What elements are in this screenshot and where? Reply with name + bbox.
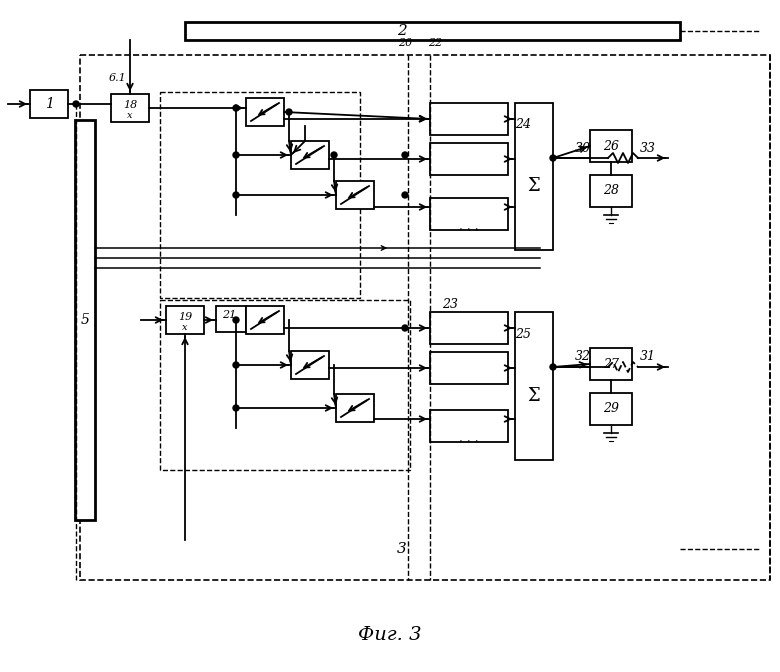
Text: 20: 20 [398, 38, 412, 48]
Bar [111, 94, 149, 122]
Text: Σ: Σ [527, 177, 541, 195]
Bar [430, 103, 508, 135]
Circle shape [286, 109, 292, 115]
Circle shape [331, 152, 337, 158]
Bar [430, 352, 508, 384]
Text: 29: 29 [603, 403, 619, 415]
Circle shape [402, 192, 408, 198]
Bar [430, 198, 508, 230]
Text: 6.1: 6.1 [109, 73, 127, 83]
Bar [336, 394, 374, 422]
Circle shape [233, 362, 239, 368]
Bar [515, 103, 553, 250]
Circle shape [402, 325, 408, 331]
Text: 27: 27 [603, 358, 619, 370]
Circle shape [233, 152, 239, 158]
Bar [430, 143, 508, 175]
Circle shape [233, 317, 239, 323]
Bar [160, 92, 360, 298]
Bar [185, 22, 680, 40]
Bar [515, 312, 553, 460]
Bar [80, 55, 770, 580]
Text: 3: 3 [397, 542, 407, 556]
Text: 30: 30 [575, 142, 591, 155]
Bar [246, 306, 284, 334]
Text: 19: 19 [178, 312, 192, 322]
Bar [75, 120, 95, 520]
Text: 32: 32 [575, 351, 591, 364]
Text: 23: 23 [442, 298, 458, 312]
Bar [590, 348, 632, 380]
Circle shape [550, 155, 556, 161]
Text: 31: 31 [640, 351, 656, 364]
Text: 26: 26 [603, 140, 619, 153]
Bar [291, 141, 329, 169]
Text: 21: 21 [222, 310, 236, 320]
Text: 28: 28 [603, 185, 619, 198]
Bar [291, 351, 329, 379]
Text: 24: 24 [515, 118, 531, 132]
Circle shape [73, 101, 79, 107]
Text: 33: 33 [640, 142, 656, 155]
Text: Σ: Σ [527, 387, 541, 405]
Bar [30, 90, 68, 118]
Text: · · ·: · · · [459, 224, 479, 237]
Circle shape [402, 152, 408, 158]
Text: 22: 22 [428, 38, 442, 48]
Circle shape [233, 192, 239, 198]
Text: x: x [127, 112, 133, 120]
Circle shape [233, 105, 239, 111]
Bar [160, 300, 410, 470]
Bar [590, 393, 632, 425]
Text: 18: 18 [123, 100, 137, 110]
Text: · · ·: · · · [459, 435, 479, 448]
Bar [590, 175, 632, 207]
Bar [336, 181, 374, 209]
Bar [430, 410, 508, 442]
Text: 1: 1 [44, 97, 54, 111]
Bar [590, 130, 632, 162]
Text: Фиг. 3: Фиг. 3 [358, 626, 422, 644]
Bar [185, 540, 680, 558]
Text: x: x [183, 323, 188, 333]
Text: 25: 25 [515, 327, 531, 341]
Text: 2: 2 [397, 24, 407, 38]
Circle shape [233, 405, 239, 411]
Bar [246, 98, 284, 126]
Bar [216, 306, 246, 332]
Bar [430, 312, 508, 344]
Circle shape [550, 364, 556, 370]
Bar [166, 306, 204, 334]
Text: 5: 5 [80, 313, 90, 327]
